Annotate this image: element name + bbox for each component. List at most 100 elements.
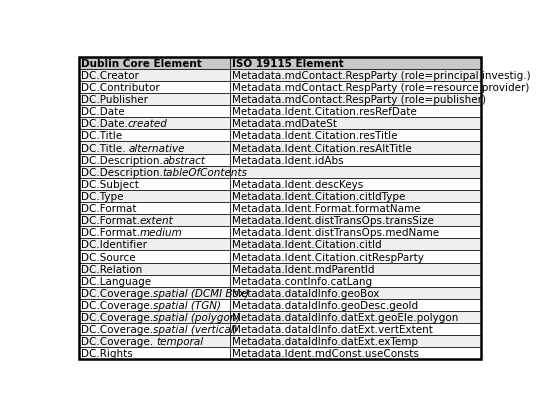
- Text: DC.Source: DC.Source: [81, 252, 135, 262]
- Text: Metadata.mdContact.RespParty (role=resource provider): Metadata.mdContact.RespParty (role=resou…: [232, 83, 529, 93]
- Text: DC.Description.: DC.Description.: [81, 167, 163, 177]
- Bar: [229, 215, 481, 227]
- Text: Metadata.Ident.mdParentId: Metadata.Ident.mdParentId: [232, 264, 374, 274]
- Bar: [79, 251, 229, 263]
- Bar: [79, 347, 229, 360]
- Text: alternative: alternative: [129, 143, 185, 153]
- Text: DC.Coverage.: DC.Coverage.: [81, 337, 156, 347]
- Text: DC.Format: DC.Format: [81, 204, 136, 214]
- Text: Metadata.mdContact.RespParty (role=principal investig.): Metadata.mdContact.RespParty (role=princ…: [232, 71, 530, 81]
- Text: DC.Format.: DC.Format.: [81, 216, 140, 225]
- Text: DC.Type: DC.Type: [81, 192, 123, 202]
- Bar: [229, 287, 481, 299]
- Bar: [229, 335, 481, 347]
- Text: DC.Subject: DC.Subject: [81, 179, 139, 190]
- Text: Metadata.Ident.idAbs: Metadata.Ident.idAbs: [232, 155, 343, 165]
- Text: medium: medium: [140, 228, 182, 238]
- Text: Metadata.mdDateSt: Metadata.mdDateSt: [232, 119, 337, 129]
- Text: DC.Title: DC.Title: [81, 131, 122, 141]
- Text: DC.Date.: DC.Date.: [81, 119, 128, 129]
- Text: DC.Relation: DC.Relation: [81, 264, 142, 274]
- Bar: [79, 130, 229, 142]
- Text: Metadata.Ident.distTransOps.transSize: Metadata.Ident.distTransOps.transSize: [232, 216, 434, 225]
- Bar: [229, 347, 481, 360]
- Bar: [79, 323, 229, 335]
- Text: spatial (vertical): spatial (vertical): [153, 325, 238, 335]
- Bar: [229, 70, 481, 82]
- Bar: [229, 106, 481, 118]
- Bar: [229, 94, 481, 106]
- Text: Metadata.dataIdInfo.datExt.vertExtent: Metadata.dataIdInfo.datExt.vertExtent: [232, 325, 432, 335]
- Text: Metadata.dataIdInfo.geoDesc.geoId: Metadata.dataIdInfo.geoDesc.geoId: [232, 300, 418, 310]
- Bar: [229, 227, 481, 239]
- Text: DC.Title.: DC.Title.: [81, 143, 129, 153]
- Text: DC.Coverage.: DC.Coverage.: [81, 325, 153, 335]
- Text: DC.Coverage.: DC.Coverage.: [81, 312, 153, 322]
- Bar: [229, 130, 481, 142]
- Bar: [79, 263, 229, 275]
- Bar: [79, 287, 229, 299]
- Text: Metadata.Ident.Citation.resAltTitle: Metadata.Ident.Citation.resAltTitle: [232, 143, 412, 153]
- Text: abstract: abstract: [163, 155, 206, 165]
- Text: DC.Rights: DC.Rights: [81, 349, 133, 358]
- Text: spatial (DCMI Box): spatial (DCMI Box): [153, 288, 249, 298]
- Bar: [229, 178, 481, 190]
- Bar: [79, 154, 229, 166]
- Text: spatial (TGN): spatial (TGN): [153, 300, 221, 310]
- Text: created: created: [128, 119, 168, 129]
- Bar: [229, 239, 481, 251]
- Text: Metadata.dataIdInfo.datExt.geoEle.polygon: Metadata.dataIdInfo.datExt.geoEle.polygo…: [232, 312, 458, 322]
- Bar: [79, 239, 229, 251]
- Bar: [229, 118, 481, 130]
- Bar: [229, 275, 481, 287]
- Text: DC.Contributor: DC.Contributor: [81, 83, 159, 93]
- Bar: [229, 263, 481, 275]
- Text: temporal: temporal: [156, 337, 204, 347]
- Text: Metadata.contInfo.catLang: Metadata.contInfo.catLang: [232, 276, 372, 286]
- Bar: [229, 323, 481, 335]
- Bar: [79, 57, 229, 70]
- Bar: [79, 70, 229, 82]
- Text: DC.Creator: DC.Creator: [81, 71, 139, 81]
- Text: Metadata.Ident.Format.formatName: Metadata.Ident.Format.formatName: [232, 204, 420, 214]
- Text: DC.Description.: DC.Description.: [81, 155, 163, 165]
- Text: Metadata.Ident.Citation.citId: Metadata.Ident.Citation.citId: [232, 240, 381, 250]
- Text: Metadata.Ident.Citation.citRespParty: Metadata.Ident.Citation.citRespParty: [232, 252, 424, 262]
- Text: spatial (polygon): spatial (polygon): [153, 312, 241, 322]
- Bar: [79, 335, 229, 347]
- Bar: [79, 202, 229, 215]
- Text: Dublin Core Element: Dublin Core Element: [81, 59, 201, 69]
- Bar: [79, 178, 229, 190]
- Text: Metadata.Ident.descKeys: Metadata.Ident.descKeys: [232, 179, 363, 190]
- Text: Metadata.Ident.distTransOps.medName: Metadata.Ident.distTransOps.medName: [232, 228, 439, 238]
- Bar: [229, 142, 481, 154]
- Text: DC.Format.: DC.Format.: [81, 228, 140, 238]
- Text: extent: extent: [140, 216, 174, 225]
- Bar: [229, 166, 481, 178]
- Text: Metadata.Ident.Citation.resTitle: Metadata.Ident.Citation.resTitle: [232, 131, 397, 141]
- Text: DC.Language: DC.Language: [81, 276, 151, 286]
- Bar: [79, 227, 229, 239]
- Bar: [229, 82, 481, 94]
- Bar: [79, 190, 229, 202]
- Bar: [79, 82, 229, 94]
- Text: Metadata.Ident.Citation.resRefDate: Metadata.Ident.Citation.resRefDate: [232, 107, 417, 117]
- Bar: [79, 299, 229, 311]
- Bar: [79, 106, 229, 118]
- Bar: [79, 118, 229, 130]
- Bar: [229, 251, 481, 263]
- Bar: [79, 215, 229, 227]
- Text: tableOfContents: tableOfContents: [163, 167, 248, 177]
- Text: Metadata.Ident.Citation.citIdType: Metadata.Ident.Citation.citIdType: [232, 192, 405, 202]
- Bar: [79, 311, 229, 323]
- Text: ISO 19115 Element: ISO 19115 Element: [232, 59, 343, 69]
- Text: Metadata.dataIdInfo.datExt.exTemp: Metadata.dataIdInfo.datExt.exTemp: [232, 337, 418, 347]
- Text: Metadata.dataIdInfo.geoBox: Metadata.dataIdInfo.geoBox: [232, 288, 379, 298]
- Bar: [79, 166, 229, 178]
- Text: DC.Identifier: DC.Identifier: [81, 240, 147, 250]
- Bar: [229, 202, 481, 215]
- Text: Metadata.mdContact.RespParty (role=publisher): Metadata.mdContact.RespParty (role=publi…: [232, 95, 486, 105]
- Bar: [229, 57, 481, 70]
- Text: DC.Publisher: DC.Publisher: [81, 95, 148, 105]
- Bar: [229, 311, 481, 323]
